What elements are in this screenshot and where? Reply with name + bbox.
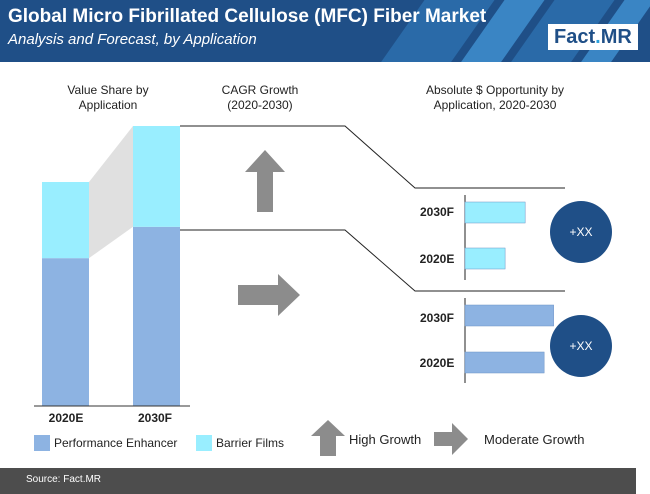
performance-enhancer-tick-2020e: 2020E (420, 356, 455, 370)
legend-label-high-growth: High Growth (349, 432, 422, 447)
legend-swatch-performance-enhancer (34, 435, 50, 451)
barrier-films-bar-2020e (464, 247, 506, 270)
value-share-heading: Value Share by Application (67, 83, 149, 112)
performance-enhancer-tick-2030f: 2030F (420, 311, 454, 325)
legend-swatch-barrier-films (196, 435, 212, 451)
legend-label-moderate-growth: Moderate Growth (484, 432, 585, 447)
legend-high-growth-arrow-icon (311, 420, 345, 456)
bar-barrier-films-2030f (133, 126, 180, 227)
bar-barrier-films-2020e (42, 182, 89, 259)
performance-enhancer-bar-2020e (464, 351, 545, 374)
share-connector (89, 126, 133, 259)
page-title: Global Micro Fibrillated Cellulose (MFC)… (8, 6, 487, 27)
logo-text-mr: MR (600, 25, 632, 48)
performance-enhancer-opportunity-label: +XX (569, 339, 592, 353)
legend-label-barrier-films: Barrier Films (216, 436, 284, 450)
factmr-logo: Fact. MR (548, 24, 638, 50)
logo-text-fact: Fact (554, 25, 596, 48)
bar-performance-enhancer-2030f (133, 226, 180, 406)
source-note: Source: Fact.MR (26, 474, 102, 485)
bar-performance-enhancer-2020e (42, 258, 89, 406)
page-subtitle: Analysis and Forecast, by Application (8, 31, 257, 48)
legend-moderate-growth-arrow-icon (434, 423, 468, 455)
high-growth-arrow-icon (245, 150, 285, 212)
opportunity-heading: Absolute $ Opportunity by Application, 2… (425, 83, 565, 112)
barrier-films-tick-2030f: 2030F (420, 205, 454, 219)
legend-label-performance-enhancer: Performance Enhancer (54, 436, 178, 450)
cagr-heading: CAGR Growth (2020-2030) (221, 83, 299, 112)
moderate-growth-arrow-icon (238, 274, 300, 316)
barrier-films-opportunity-label: +XX (569, 225, 592, 239)
barrier-films-tick-2020e: 2020E (420, 252, 455, 266)
performance-enhancer-bar-2030f (464, 304, 554, 327)
performance-enhancer-opportunity-circle (550, 315, 612, 377)
tick-2030f: 2030F (138, 411, 172, 425)
header-banner: Global Micro Fibrillated Cellulose (MFC)… (0, 0, 650, 62)
tick-2020e: 2020E (49, 411, 84, 425)
logo-dot: . (595, 25, 601, 48)
barrier-films-connector-line (180, 125, 565, 189)
performance-enhancer-connector-line (180, 229, 565, 292)
footer-bar: Source: Fact.MR (0, 468, 636, 494)
barrier-films-bar-2030f (464, 201, 526, 224)
barrier-films-opportunity-circle (550, 201, 612, 263)
